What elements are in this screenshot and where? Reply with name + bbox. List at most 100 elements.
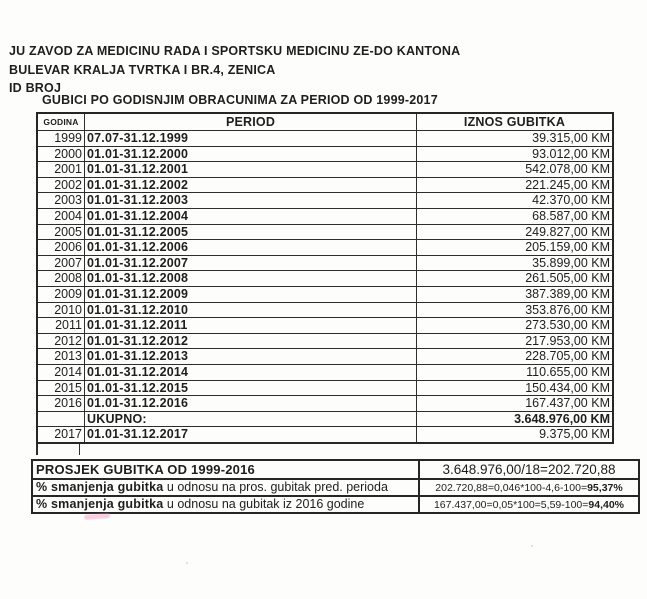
year-cell: 2004 xyxy=(36,207,85,225)
amount-cell: 261.505,00 KM xyxy=(416,270,614,287)
summary-value-cell: 167.437,00=0,05*100=5,59-100=94,40% xyxy=(418,495,640,514)
summary-formula: 167.437,00=0,05*100=5,59-100= xyxy=(433,498,589,511)
summary-label-cell: % smanjenja gubitka u odnosu na pros. gu… xyxy=(31,478,420,497)
table-row: 2004 01.01-31.12.2004 68.587,00 KM xyxy=(36,207,614,225)
amount-cell: 35.899,00 KM xyxy=(416,254,614,272)
period-cell: 01.01-31.12.2006 xyxy=(84,239,417,256)
year-cell: 2008 xyxy=(36,270,85,287)
period-cell: 01.01-31.12.2003 xyxy=(84,192,417,209)
amount-cell: 9.375,00 KM xyxy=(416,426,614,444)
period-cell: 01.01-31.12.2011 xyxy=(84,317,417,334)
amount-cell: 217.953,00 KM xyxy=(416,332,614,350)
year-cell: 2006 xyxy=(36,239,85,256)
year-cell: 2007 xyxy=(36,254,85,272)
year-cell: 2015 xyxy=(36,379,85,397)
year-cell: 2017 xyxy=(36,426,85,444)
amount-cell: 39.315,00 KM xyxy=(416,130,614,147)
column-header-godina: GODINA xyxy=(36,112,85,131)
amount-cell: 93.012,00 KM xyxy=(416,145,614,163)
period-cell: 01.01-31.12.2013 xyxy=(84,348,417,365)
scan-speck xyxy=(531,545,533,547)
year-cell: 2003 xyxy=(36,192,85,209)
loss-table-header: GODINA PERIOD IZNOS GUBITKA xyxy=(36,112,614,131)
period-cell: 01.01-31.12.2004 xyxy=(84,207,417,225)
amount-cell: 42.370,00 KM xyxy=(416,192,614,209)
summary-label-bold: % smanjenja gubitka xyxy=(36,497,164,511)
amount-cell: 221.245,00 KM xyxy=(416,176,614,194)
table-row: 2013 01.01-31.12.2013 228.705,00 KM xyxy=(36,348,614,365)
amount-cell: 353.876,00 KM xyxy=(416,301,614,319)
table-row: 2012 01.01-31.12.2012 217.953,00 KM xyxy=(36,332,614,350)
period-cell: 01.01-31.12.2002 xyxy=(84,176,417,194)
loss-table-body: 1999 07.07-31.12.1999 39.315,00 KM 2000 01.0… xyxy=(36,130,614,444)
table-row: 2010 01.01-31.12.2010 353.876,00 KM xyxy=(36,301,614,319)
year-cell: 2014 xyxy=(36,363,85,381)
period-cell: UKUPNO: xyxy=(84,410,417,428)
amount-cell: 542.078,00 KM xyxy=(416,161,614,178)
org-address-line: BULEVAR KRALJA TVRTKA I BR.4, ZENICA xyxy=(9,62,276,77)
period-cell: 01.01-31.12.2012 xyxy=(84,332,417,350)
table-row: 2017 01.01-31.12.2017 9.375,00 KM xyxy=(36,426,614,444)
org-header: JU ZAVOD ZA MEDICINU RADA I SPORTSKU MED… xyxy=(9,42,460,98)
amount-cell: 3.648.976,00 KM xyxy=(416,410,614,428)
amount-cell: 205.159,00 KM xyxy=(416,239,614,256)
table-row: 2002 01.01-31.12.2002 221.245,00 KM xyxy=(36,176,614,194)
year-cell xyxy=(36,410,85,428)
year-cell: 2005 xyxy=(36,223,85,241)
year-cell: 2012 xyxy=(36,332,85,350)
amount-cell: 249.827,00 KM xyxy=(416,223,614,241)
page-title: GUBICI PO GODISNJIM OBRACUNIMA ZA PERIOD… xyxy=(42,93,438,107)
loss-table: GODINA PERIOD IZNOS GUBITKA 1999 07.07-31… xyxy=(36,112,614,444)
year-cell: 2011 xyxy=(36,317,85,334)
period-cell: 01.01-31.12.2001 xyxy=(84,161,417,178)
period-cell: 01.01-31.12.2017 xyxy=(84,426,417,444)
table-row: 2003 01.01-31.12.2003 42.370,00 KM xyxy=(36,192,614,209)
period-cell: 01.01-31.12.2016 xyxy=(84,395,417,412)
period-cell: 01.01-31.12.2005 xyxy=(84,223,417,241)
period-cell: 01.01-31.12.2008 xyxy=(84,270,417,287)
header-row: GODINA PERIOD IZNOS GUBITKA xyxy=(36,112,614,131)
summary-label-bold: PROSJEK GUBITKA OD 1999-2016 xyxy=(36,462,255,477)
period-cell: 01.01-31.12.2015 xyxy=(84,379,417,397)
table-row: 2005 01.01-31.12.2005 249.827,00 KM xyxy=(36,223,614,241)
summary-row: % smanjenja gubitka u odnosu na gubitak … xyxy=(31,495,640,514)
summary-value-cell: 202.720,88=0,046*100-4,6-100=95,37% xyxy=(418,478,640,497)
column-divider-stub xyxy=(79,444,80,455)
table-row: 2006 01.01-31.12.2006 205.159,00 KM xyxy=(36,239,614,256)
period-cell: 01.01-31.12.2000 xyxy=(84,145,417,163)
table-row: 2008 01.01-31.12.2008 261.505,00 KM xyxy=(36,270,614,287)
table-row: 1999 07.07-31.12.1999 39.315,00 KM xyxy=(36,130,614,147)
period-cell: 01.01-31.12.2009 xyxy=(84,285,417,303)
amount-cell: 68.587,00 KM xyxy=(416,207,614,225)
year-cell: 2002 xyxy=(36,176,85,194)
org-id-line: ID BROJ xyxy=(9,81,62,95)
summary-result-percent: 94,40% xyxy=(588,498,625,511)
summary-label-cell: PROSJEK GUBITKA OD 1999-2016 xyxy=(31,459,420,480)
year-cell: 2016 xyxy=(36,395,85,412)
year-cell: 2013 xyxy=(36,348,85,365)
summary-table-body: PROSJEK GUBITKA OD 1999-2016 3.648.976,00… xyxy=(31,459,640,514)
summary-result-percent: 95,37% xyxy=(587,481,623,494)
summary-formula: 3.648.976,00/18=202.720,88 xyxy=(442,461,616,477)
table-row: 2015 01.01-31.12.2015 150.434,00 KM xyxy=(36,379,614,397)
summary-label-bold: % smanjenja gubitka xyxy=(36,480,164,494)
summary-label-rest: u odnosu na pros. gubitak pred. perioda xyxy=(163,480,388,494)
amount-cell: 167.437,00 KM xyxy=(416,395,614,412)
period-cell: 01.01-31.12.2010 xyxy=(84,301,417,319)
summary-label-cell: % smanjenja gubitka u odnosu na gubitak … xyxy=(31,495,420,514)
org-name-line: JU ZAVOD ZA MEDICINU RADA I SPORTSKU MED… xyxy=(9,44,461,58)
column-header-iznos: IZNOS GUBITKA xyxy=(416,112,614,131)
amount-cell: 228.705,00 KM xyxy=(416,348,614,365)
amount-cell: 387.389,00 KM xyxy=(416,285,614,303)
year-cell: 2010 xyxy=(36,301,85,319)
table-row: 2014 01.01-31.12.2014 110.655,00 KM xyxy=(36,363,614,381)
table-row: 2016 01.01-31.12.2016 167.437,00 KM xyxy=(36,395,614,412)
table-row: UKUPNO: 3.648.976,00 KM xyxy=(36,410,614,428)
summary-formula: 202.720,88=0,046*100-4,6-100= xyxy=(435,481,588,494)
scan-speck xyxy=(186,562,188,564)
table-row: 2000 01.01-31.12.2000 93.012,00 KM xyxy=(36,145,614,163)
period-cell: 01.01-31.12.2007 xyxy=(84,254,417,272)
table-row: 2009 01.01-31.12.2009 387.389,00 KM xyxy=(36,285,614,303)
year-cell: 2001 xyxy=(36,161,85,178)
amount-cell: 110.655,00 KM xyxy=(416,363,614,381)
